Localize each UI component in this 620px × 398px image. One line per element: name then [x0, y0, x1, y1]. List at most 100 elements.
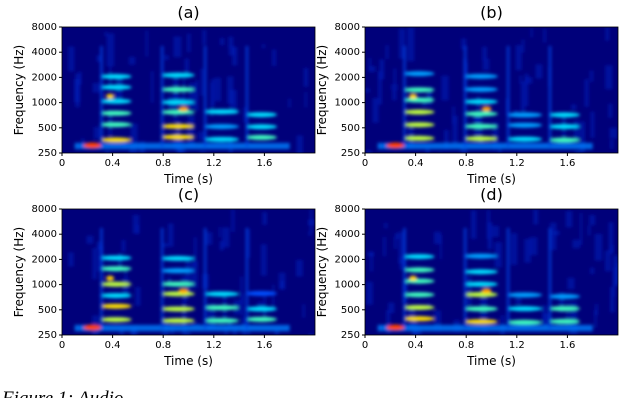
texture — [365, 88, 370, 93]
harmonic — [203, 291, 240, 297]
harmonic — [506, 306, 543, 312]
texture — [590, 267, 595, 275]
texture — [182, 79, 185, 106]
texture — [200, 68, 204, 96]
texture — [185, 260, 191, 293]
harmonic — [245, 112, 278, 118]
texture — [480, 289, 488, 322]
texture — [467, 276, 472, 306]
onset — [99, 227, 103, 329]
texture — [525, 76, 533, 84]
texture — [388, 302, 395, 314]
texture — [519, 75, 522, 84]
texture — [309, 332, 313, 335]
texture — [572, 239, 581, 249]
texture — [257, 301, 264, 310]
texture — [590, 111, 595, 138]
y-tick-label: 2000 — [335, 72, 360, 83]
y-axis-label: Frequency (Hz) — [12, 45, 26, 136]
texture — [145, 30, 149, 57]
harmonic — [99, 98, 132, 104]
harmonic — [506, 136, 543, 142]
texture — [132, 214, 140, 234]
texture — [219, 37, 225, 46]
texture — [384, 222, 388, 229]
texture — [533, 209, 539, 225]
y-tick-label: 8000 — [32, 22, 57, 33]
axes-frame — [61, 208, 316, 336]
texture — [262, 212, 268, 225]
texture — [574, 151, 582, 153]
texture — [543, 28, 547, 43]
hot-spot — [106, 275, 115, 281]
harmonic — [548, 112, 581, 118]
harmonic — [99, 255, 132, 261]
harmonic — [463, 281, 498, 287]
harmonic — [402, 267, 435, 273]
texture — [228, 319, 232, 328]
onset — [245, 227, 249, 329]
texture — [78, 71, 82, 85]
texture — [579, 212, 583, 246]
harmonic — [245, 124, 278, 130]
harmonic — [463, 292, 498, 298]
texture — [571, 104, 577, 110]
texture — [365, 150, 372, 153]
texture — [609, 127, 617, 139]
texture — [494, 242, 502, 268]
texture — [594, 309, 597, 328]
texture — [199, 151, 206, 153]
hot-spot — [83, 324, 102, 331]
harmonic — [99, 281, 132, 287]
x-axis-label: Time (s) — [163, 172, 213, 186]
texture — [304, 91, 307, 108]
texture — [608, 103, 613, 118]
x-tick-label: 1.6 — [559, 158, 575, 169]
hot-spot — [386, 324, 405, 331]
texture — [119, 328, 124, 335]
y-tick-label: 8000 — [335, 22, 360, 33]
texture — [589, 214, 596, 226]
texture — [124, 269, 128, 278]
spectrogram-image — [68, 30, 309, 153]
harmonic — [402, 109, 435, 115]
texture — [482, 58, 490, 71]
texture — [553, 230, 560, 236]
x-tick-label: 0.4 — [105, 158, 121, 169]
y-tick-label: 4000 — [335, 47, 360, 58]
texture — [441, 75, 449, 101]
harmonic — [463, 123, 498, 129]
texture — [195, 80, 199, 112]
caption: Figure 1: Audio — [1, 388, 123, 398]
harmonic — [99, 293, 132, 299]
onset — [203, 227, 207, 329]
harmonic — [402, 87, 435, 93]
onset — [160, 227, 164, 329]
texture — [162, 243, 169, 248]
texture — [393, 68, 397, 85]
texture — [433, 231, 442, 245]
texture — [296, 135, 303, 153]
x-tick-label: 1.2 — [509, 340, 525, 351]
texture — [439, 234, 442, 260]
harmonic — [160, 268, 195, 274]
y-tick-label: 1000 — [32, 98, 57, 109]
texture — [105, 151, 110, 153]
texture — [543, 313, 552, 325]
panel-title: (c) — [178, 185, 199, 204]
x-tick-label: 0.8 — [155, 158, 171, 169]
texture — [92, 248, 97, 280]
x-tick-label: 0.4 — [105, 340, 121, 351]
y-tick-label: 4000 — [335, 229, 360, 240]
x-axis-label: Time (s) — [163, 354, 213, 368]
texture — [535, 64, 543, 79]
panel-title: (a) — [177, 3, 199, 22]
harmonic — [203, 124, 240, 130]
harmonic — [203, 109, 240, 115]
harmonic — [548, 293, 581, 299]
texture — [93, 126, 102, 139]
texture — [604, 250, 612, 272]
texture — [521, 39, 525, 53]
y-tick-label: 500 — [38, 123, 57, 134]
texture — [75, 73, 80, 108]
